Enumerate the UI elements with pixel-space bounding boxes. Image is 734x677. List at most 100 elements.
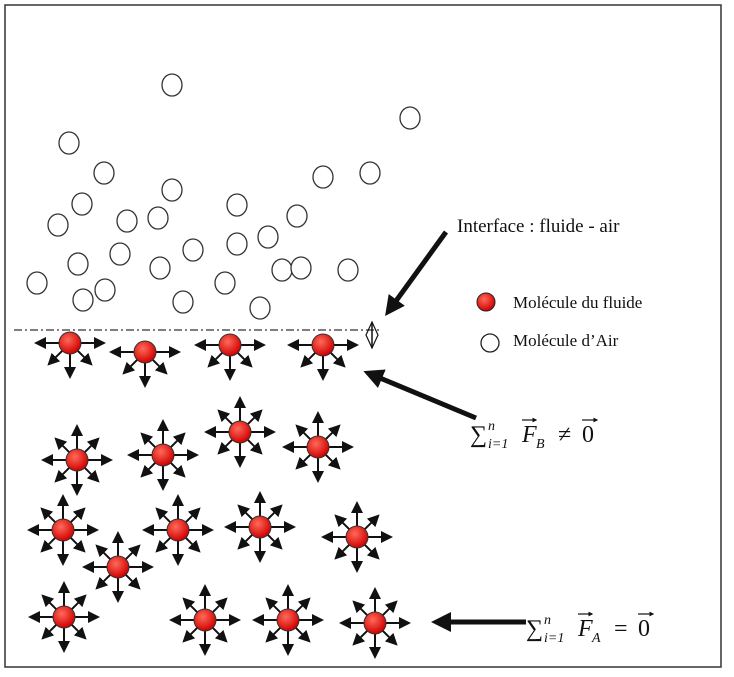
fluid-molecule xyxy=(306,435,330,459)
air-molecule xyxy=(149,256,171,280)
force-arrow xyxy=(237,504,253,520)
air-molecule xyxy=(271,258,293,282)
force-arrow xyxy=(207,352,223,368)
force-arrow xyxy=(295,454,311,470)
fluid-molecule xyxy=(276,608,300,632)
force-arrow xyxy=(40,537,56,553)
force-arrow xyxy=(217,439,233,455)
legend-fluid: Molécule du fluide xyxy=(513,293,642,312)
air-molecule xyxy=(116,209,138,233)
air-molecule xyxy=(312,165,334,189)
air-molecule xyxy=(249,296,271,320)
formula-vector: F xyxy=(577,616,593,642)
fluid-molecule xyxy=(345,525,369,549)
force-arrow xyxy=(54,467,70,483)
legend-fluid-icon xyxy=(476,292,496,312)
formula-subscript: A xyxy=(591,631,601,646)
force-arrow xyxy=(300,352,316,368)
force-arrow xyxy=(182,597,198,613)
formula-result: 0 xyxy=(638,616,650,642)
fluid-molecule xyxy=(218,333,242,357)
force-arrow xyxy=(71,594,87,610)
force-arrow xyxy=(95,574,111,590)
force-arrow xyxy=(265,597,281,613)
air-molecule xyxy=(399,106,421,130)
formula-sum: ∑ xyxy=(470,422,487,448)
force-arrow xyxy=(95,544,111,560)
air-molecule xyxy=(58,131,80,155)
force-arrow xyxy=(41,594,57,610)
force-arrow xyxy=(71,624,87,640)
air-molecule xyxy=(94,278,116,302)
force-arrow xyxy=(382,600,398,616)
force-arrow xyxy=(247,409,263,425)
interface-marker xyxy=(365,320,379,350)
force-arrow xyxy=(212,597,228,613)
formula-sum: ∑ xyxy=(526,616,543,642)
formula-lower: i=1 xyxy=(488,437,508,452)
force-arrow xyxy=(267,534,283,550)
fluid-molecule xyxy=(193,608,217,632)
formula-result: 0 xyxy=(582,422,594,448)
force-arrow xyxy=(185,537,201,553)
air-molecule xyxy=(226,232,248,256)
formula-relation: = xyxy=(614,616,628,642)
interface-label: Interface : fluide - air xyxy=(457,216,620,237)
air-molecule xyxy=(67,252,89,276)
force-arrow xyxy=(122,359,138,375)
pointer-arrow xyxy=(363,369,477,421)
legend-air: Molécule d’Air xyxy=(513,331,619,350)
fluid-molecules xyxy=(27,331,411,659)
legend-air-icon xyxy=(480,333,500,353)
force-arrow xyxy=(325,454,341,470)
force-arrow xyxy=(170,432,186,448)
force-arrow xyxy=(267,504,283,520)
force-arrow xyxy=(41,624,57,640)
formula-relation: ≠ xyxy=(558,422,571,448)
air-molecule xyxy=(161,73,183,97)
force-arrow xyxy=(330,352,346,368)
force-arrow xyxy=(295,597,311,613)
force-arrow xyxy=(247,439,263,455)
pointer-arrow xyxy=(385,230,449,317)
fluid-molecule xyxy=(106,555,130,579)
force-arrow xyxy=(70,537,86,553)
force-arrow xyxy=(182,627,198,643)
air-molecule xyxy=(172,290,194,314)
force-arrow xyxy=(382,630,398,646)
fluid-molecule xyxy=(52,605,76,629)
force-arrow xyxy=(185,507,201,523)
fluid-molecule xyxy=(65,448,89,472)
formula-vector: F xyxy=(521,422,537,448)
force-arrow xyxy=(364,544,380,560)
air-molecules xyxy=(26,73,421,320)
formula-surface: ∑ n i=1 F B ≠ 0 xyxy=(470,417,599,452)
force-arrow xyxy=(364,514,380,530)
force-arrow xyxy=(47,350,63,366)
fluid-molecule xyxy=(51,518,75,542)
force-arrow xyxy=(140,432,156,448)
force-arrow xyxy=(352,630,368,646)
force-arrow xyxy=(40,507,56,523)
air-molecule xyxy=(147,206,169,230)
formula-lower: i=1 xyxy=(544,631,564,646)
force-arrow xyxy=(352,600,368,616)
air-molecule xyxy=(47,213,69,237)
air-molecule xyxy=(226,193,248,217)
force-arrow xyxy=(295,627,311,643)
force-arrow xyxy=(84,467,100,483)
force-arrow xyxy=(265,627,281,643)
formula-subscript: B xyxy=(536,437,545,452)
fluid-molecule xyxy=(363,611,387,635)
force-arrow xyxy=(334,544,350,560)
force-arrow xyxy=(212,627,228,643)
formula-bulk: ∑ n i=1 F A = 0 xyxy=(526,611,655,646)
force-arrow xyxy=(152,359,168,375)
force-arrow xyxy=(237,352,253,368)
force-arrow xyxy=(54,437,70,453)
air-molecule xyxy=(71,192,93,216)
air-molecule xyxy=(214,271,236,295)
force-arrow xyxy=(125,544,141,560)
